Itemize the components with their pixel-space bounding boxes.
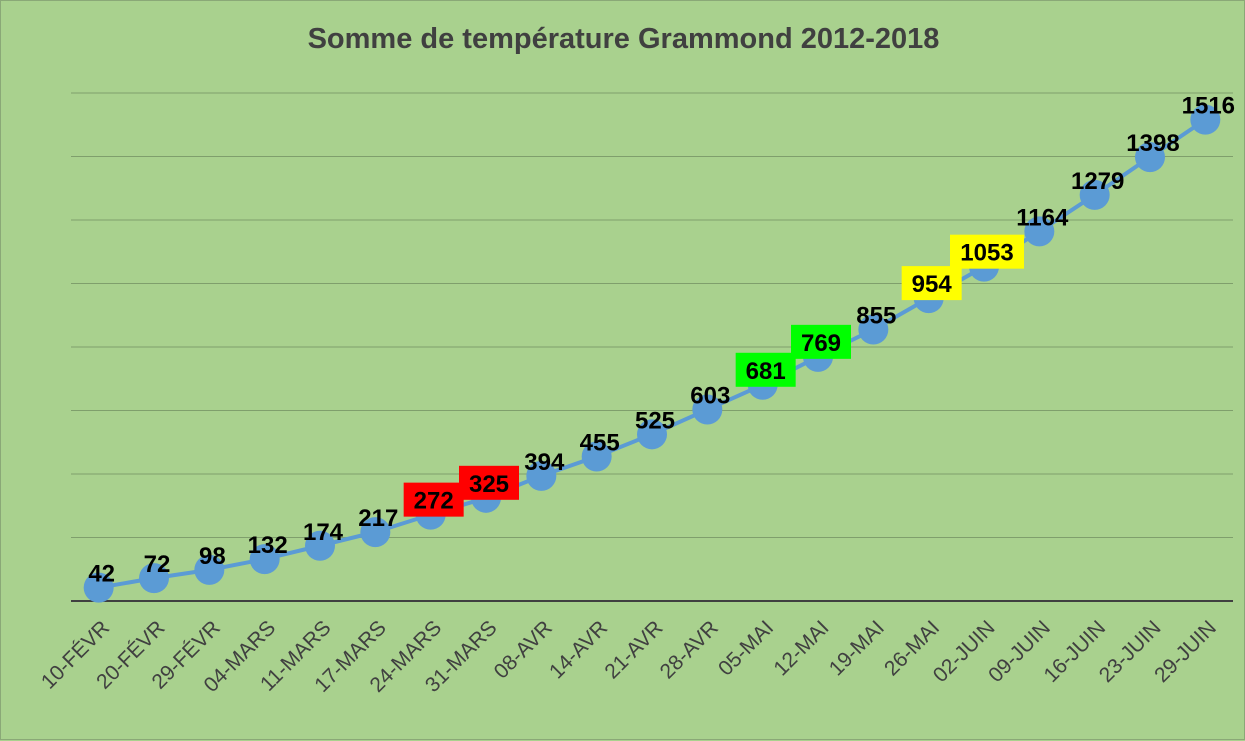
data-point [1135,142,1165,173]
data-label: 217 [358,505,398,532]
data-label-highlight [459,465,519,500]
x-tick-label: 08-AVR [490,616,557,683]
data-label-highlight [403,482,464,517]
x-tick-label: 28-AVR [656,616,723,683]
gridlines [71,92,1233,538]
data-point [305,530,335,561]
data-point [1024,216,1055,247]
data-label: 132 [248,532,288,559]
data-points [83,104,1221,603]
data-label: 855 [856,303,896,330]
data-label: 394 [524,449,565,476]
data-point [692,394,723,425]
data-point [360,517,391,548]
data-label: 769 [801,330,841,357]
data-label: 603 [690,383,730,410]
data-label: 1164 [1016,204,1069,231]
data-label: 1516 [1182,93,1235,120]
series-line [98,118,1207,590]
data-label: 42 [88,561,115,588]
data-label-highlight [735,352,796,387]
x-tick-label: 14-AVR [545,616,612,683]
data-label: 1053 [960,240,1013,267]
data-label: 525 [635,407,675,434]
x-tick-label: 29-JUIN [1150,616,1221,687]
data-point [581,441,612,472]
x-tick-label: 12-MAI [769,616,833,680]
data-label: 455 [580,430,620,457]
x-tick-label: 19-MAI [825,616,889,680]
data-label: 1398 [1126,130,1179,157]
x-tick-label: 21-AVR [600,616,667,683]
data-point [194,554,225,585]
data-label: 1279 [1071,168,1124,195]
data-point [1079,179,1110,210]
data-label: 174 [303,519,344,546]
data-label-highlight [791,324,851,359]
data-label: 681 [746,358,786,385]
data-labels: 42 72 98 132 174 217 272 325 394 455 525 603 681 769 8… [88,93,1235,588]
data-point [1190,104,1221,135]
data-point [249,544,280,575]
data-point [139,563,169,594]
data-point [637,419,667,450]
data-label: 98 [199,543,226,570]
x-tick-label: 05-MAI [714,616,778,680]
data-label: 954 [912,271,953,298]
data-label: 272 [414,488,454,515]
data-label-highlight [950,234,1024,269]
chart-title: Somme de température Grammond 2012-2018 [307,23,940,55]
data-label: 72 [144,551,171,578]
data-point [526,460,557,491]
data-label-highlight [901,266,962,301]
data-point [83,572,114,603]
x-tick-labels: 10-FÉVR20-FÉVR29-FÉVR04-MARS11-MARS17-MA… [37,616,1221,697]
data-point [858,314,889,345]
data-label: 325 [469,471,509,498]
